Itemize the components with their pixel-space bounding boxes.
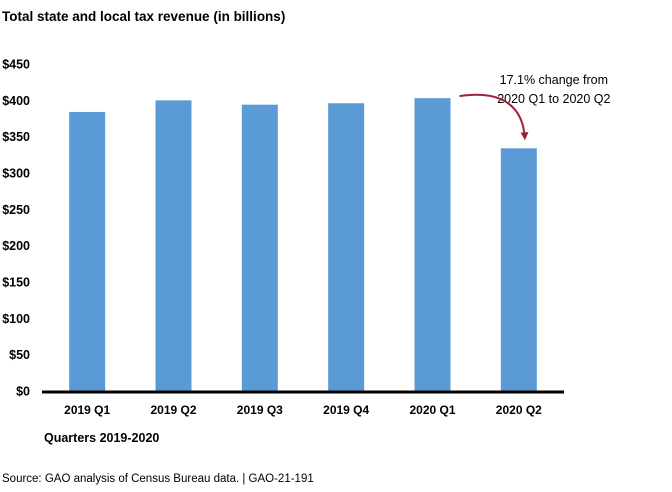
x-tick-label: 2020 Q1 [409,403,455,417]
y-tick-label: $150 [2,276,30,290]
source-note: Source: GAO analysis of Census Bureau da… [2,473,314,485]
annotation-text: 17.1% change from [500,73,608,87]
y-tick-label: $400 [2,94,30,108]
x-tick-label: 2020 Q2 [496,403,542,417]
y-tick-label: $200 [2,239,30,253]
annotation: 17.1% change from 2020 Q1 to 2020 Q2 [459,73,611,141]
annotation-text: 2020 Q1 to 2020 Q2 [497,92,610,106]
y-tick-label: $50 [9,348,30,362]
bar [155,100,192,391]
x-axis-title: Quarters 2019-2020 [44,431,160,445]
y-tick-label: $250 [2,203,30,217]
bar [328,103,365,392]
bar [414,98,451,392]
x-tick-label: 2019 Q3 [237,403,283,417]
bar [241,104,278,392]
y-tick-label: $0 [16,385,30,399]
bars [69,98,537,392]
y-tick-label: $100 [2,312,30,326]
x-tick-label: 2019 Q2 [150,403,196,417]
bar [69,111,106,392]
chart-title: Total state and local tax revenue (in bi… [2,9,286,24]
y-tick-label: $300 [2,167,30,181]
x-tick-label: 2019 Q4 [323,403,369,417]
y-axis-ticks: $0 $50 $100 $150 $200 $250 $300 $350 $400 $450 [2,58,30,399]
y-tick-label: $350 [2,130,30,144]
bar [500,148,537,391]
x-axis-ticks: 2019 Q1 2019 Q2 2019 Q3 2019 Q4 2020 Q1 2020 … [64,403,542,417]
change-arrow [459,93,529,141]
x-tick-label: 2019 Q1 [64,403,110,417]
y-tick-label: $450 [2,58,30,72]
